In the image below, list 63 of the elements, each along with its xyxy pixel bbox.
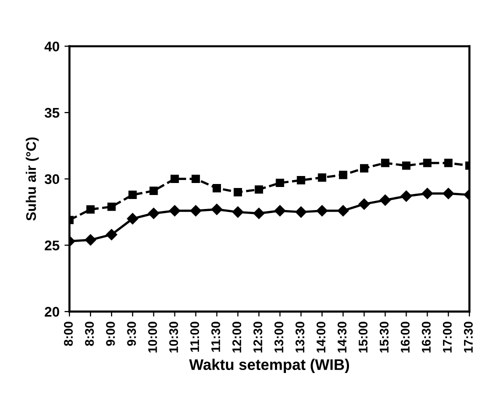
x-tick-label: 13:00 xyxy=(274,322,284,352)
point xyxy=(296,176,306,184)
point xyxy=(380,194,391,206)
point xyxy=(107,202,116,211)
point xyxy=(444,158,453,168)
point xyxy=(318,173,326,182)
point xyxy=(170,174,179,184)
point xyxy=(212,184,221,192)
point xyxy=(192,174,200,184)
y-tick-label: 25 xyxy=(44,240,60,250)
y-tick-label: 30 xyxy=(44,174,60,184)
x-axis-title: Waktu setempat (WIB) xyxy=(189,358,350,374)
y-tick-label: 20 xyxy=(44,306,60,317)
point xyxy=(232,206,244,218)
point xyxy=(254,185,264,194)
x-tick-label: 14:00 xyxy=(316,322,326,352)
point xyxy=(127,213,138,224)
point xyxy=(86,205,95,214)
point xyxy=(338,170,348,180)
point xyxy=(358,198,370,210)
point xyxy=(169,205,180,216)
point xyxy=(211,204,222,216)
x-tick-label: 15:00 xyxy=(358,322,368,352)
point xyxy=(148,208,160,219)
x-tick-label: 12:30 xyxy=(253,322,262,352)
point xyxy=(234,188,242,196)
y-tick-label: 35 xyxy=(44,108,60,118)
point xyxy=(128,190,137,199)
x-tick-label: 9:00 xyxy=(106,322,115,346)
x-tick-label: 16:30 xyxy=(422,322,431,352)
point xyxy=(423,158,432,168)
y-tick-label: 40 xyxy=(44,42,60,52)
point xyxy=(316,205,328,216)
x-tick-label: 11:30 xyxy=(211,322,220,352)
point xyxy=(442,188,454,200)
point xyxy=(402,161,410,170)
point xyxy=(295,206,307,218)
x-tick-label: 14:30 xyxy=(338,322,346,352)
x-tick-label: 16:00 xyxy=(400,322,410,352)
x-tick-label: 8:00 xyxy=(64,322,73,346)
point xyxy=(338,205,349,216)
point xyxy=(276,178,284,188)
x-tick-label: 9:30 xyxy=(127,322,136,346)
point xyxy=(381,158,390,168)
x-tick-label: 13:30 xyxy=(296,322,304,352)
x-tick-label: 8:30 xyxy=(85,322,94,346)
x-tick-label: 10:30 xyxy=(169,322,178,352)
x-tick-label: 15:30 xyxy=(380,322,389,352)
point xyxy=(84,234,96,246)
x-tick-label: 12:00 xyxy=(232,322,242,352)
y-axis-title: Suhu air (°C) xyxy=(26,137,39,221)
point xyxy=(422,188,433,200)
x-tick-label: 17:30 xyxy=(464,322,473,352)
point xyxy=(274,205,286,216)
point xyxy=(106,229,118,240)
point xyxy=(360,164,368,172)
point xyxy=(400,190,412,202)
point xyxy=(190,205,202,216)
x-tick-label: 10:00 xyxy=(148,322,158,352)
point xyxy=(253,208,265,219)
point xyxy=(149,186,158,195)
x-tick-label: 11:00 xyxy=(190,322,200,352)
x-tick-label: 17:00 xyxy=(442,322,452,352)
